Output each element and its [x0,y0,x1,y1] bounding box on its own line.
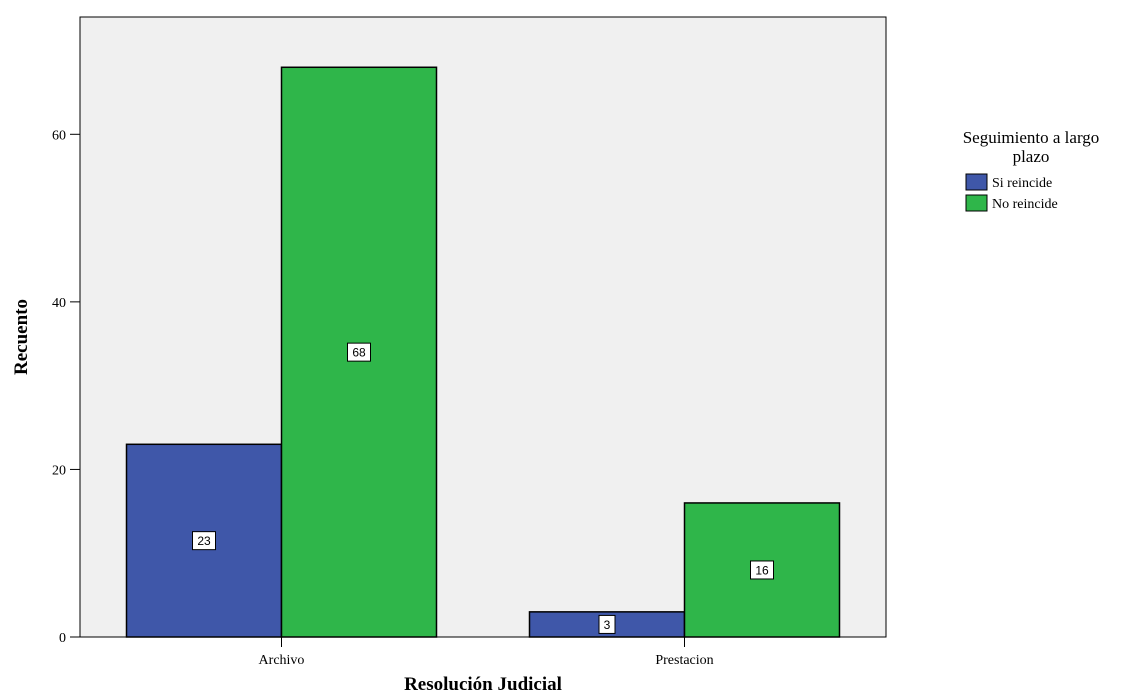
data-label-box [598,614,616,634]
data-label: 16 [755,563,769,577]
y-tick-label: 40 [52,296,66,311]
bars-group: 23 68 3 16 [125,66,841,638]
legend-title-line-2: plazo [1013,147,1050,166]
y-tick-label: 60 [52,128,66,143]
data-label-box [347,342,371,362]
y-tick-label: 0 [59,631,66,646]
data-label: 3 [604,618,611,632]
data-label: 23 [197,534,211,548]
data-label-box [750,560,774,580]
legend-label: Si reincide [992,176,1052,191]
legend-label: No reincide [992,197,1058,212]
legend-title-line-1: Seguimiento a largo [963,128,1100,147]
y-axis-title: Recuento [11,299,32,375]
y-axis: 0 20 40 60 [52,128,80,646]
legend-swatch [965,194,988,212]
x-axis: Archivo Prestacion [259,637,714,668]
x-tick-label: Archivo [259,653,305,668]
x-axis-title: Resolución Judicial [404,674,562,695]
x-tick-label: Prestacion [655,653,713,668]
legend: Seguimiento a largo plazo Si reincide No … [963,128,1100,212]
data-label-box [192,531,216,551]
data-label: 68 [352,346,366,360]
legend-swatch [965,173,988,191]
y-tick-label: 20 [52,463,66,478]
